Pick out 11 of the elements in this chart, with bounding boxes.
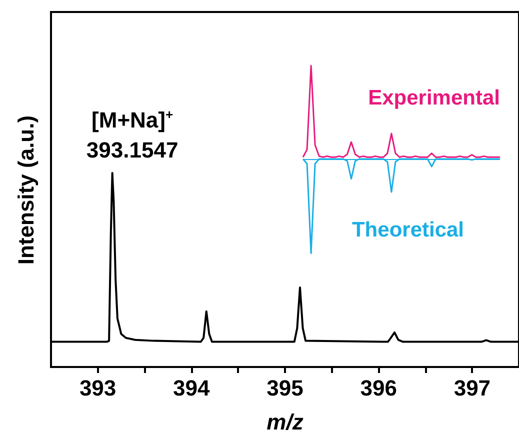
x-tick-label: 397 [454, 376, 491, 400]
x-tick-label: 394 [173, 376, 211, 400]
series-label: Theoretical [352, 218, 464, 242]
annotation: 393.1547 [86, 138, 178, 163]
x-axis-title: m/z [266, 410, 304, 434]
x-tick-label: 395 [266, 376, 304, 400]
x-tick-label: 396 [360, 376, 397, 400]
x-tick-label: 393 [79, 376, 116, 400]
series-label: Experimental [368, 86, 500, 110]
y-axis-title: Intensity (a.u.) [14, 115, 38, 265]
annotation: [M+Na]+ [92, 107, 174, 133]
